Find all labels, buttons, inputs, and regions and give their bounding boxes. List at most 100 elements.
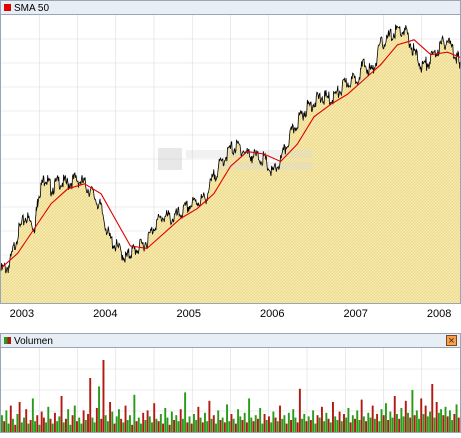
volume-bar [146,410,149,432]
volume-bar [102,360,105,432]
volume-bar [287,412,290,432]
volume-bar [157,421,160,432]
volume-bar [153,403,156,432]
volume-bar [104,415,107,432]
volume-bar [124,405,127,432]
volume-bar [431,384,434,432]
volume-bar [373,418,376,432]
x-tick-label: 2006 [260,308,284,320]
close-button-box[interactable] [446,335,457,346]
volume-bar [398,418,401,432]
volume-bar [254,415,257,432]
volume-bar [223,422,226,432]
volume-bar [210,418,213,432]
volume-bar [144,420,147,432]
volume-bar [151,422,153,432]
volume-bar [60,396,63,432]
volume-bar [259,408,262,432]
volume-bar [131,424,134,432]
volume-bar [137,417,140,432]
volume-bar [305,421,308,432]
volume-bar [117,409,120,432]
volume-bar [67,409,70,432]
price-line [0,24,461,274]
volume-bar [69,424,72,432]
volume-bar [263,414,266,432]
volume-bar [7,423,10,432]
volume-bar [296,422,299,432]
volume-bar [208,400,211,432]
volume-bar [389,411,392,432]
volume-bar [20,422,23,432]
volume-bar [71,415,74,432]
volume-bar [212,415,215,432]
volume-bar [382,415,385,432]
volume-bar [226,404,228,432]
volume-bar [243,412,246,432]
volume-bar [219,420,222,432]
volume-bar [261,423,264,432]
volume-bar [349,422,352,432]
close-button[interactable]: × [446,335,457,347]
volume-bar [217,410,220,432]
volume-bar [274,417,277,432]
volume-bar [237,409,240,432]
volume-bar [318,417,321,432]
volume-bar [168,424,171,432]
volume-bar [332,402,334,432]
volume-bar [376,414,379,432]
volume-bar [334,416,337,432]
volume-bar [345,417,348,432]
close-icon[interactable]: × [448,335,454,347]
volume-bar [56,421,59,432]
volume-legend-swatch-down [7,337,11,344]
volume-bar [325,412,328,432]
volume-bar [327,418,330,432]
volume-bar [113,423,116,432]
volume-bar [248,398,251,432]
volume-bar [404,400,407,432]
volume-legend-label: Volumen [14,336,53,347]
volume-bar [343,414,345,432]
sma-legend-swatch [4,4,11,11]
volume-bar [53,412,56,432]
volume-bar [142,412,145,432]
volume-bar [36,415,39,432]
x-tick-label: 2005 [177,308,201,320]
volume-bar [188,416,191,432]
volume-bar [446,416,449,432]
volume-bar [448,410,451,432]
volume-bar [34,421,37,432]
volume-bar [320,406,323,432]
x-tick-label: 2008 [427,308,451,320]
volume-bar [98,386,101,432]
volume-bar [14,424,17,432]
volume-bar [415,410,418,432]
volume-bar [27,423,30,432]
volume-bar [309,420,312,432]
volume-bar [9,405,12,432]
volume-bar [391,417,394,432]
volume-bar [433,417,436,432]
volume-bar [190,423,193,432]
volume-bar [3,421,6,432]
volume-bar [400,408,403,432]
volume-bar [340,421,343,432]
volume-bar [1,415,3,432]
volume-bar [365,421,368,432]
sma-legend-label: SMA 50 [14,3,49,14]
volume-bar [424,405,427,432]
volume-bar [347,408,350,432]
volume-bar [51,423,54,432]
volume-bar [323,421,326,432]
volume-bar [292,409,295,432]
volume-bar [270,422,273,432]
volume-bar [82,410,85,432]
volume-bar [265,420,268,432]
volume-bar [245,422,248,432]
volume-bar [16,414,19,432]
volume-bar [440,409,443,432]
volume-bar [199,417,202,432]
volume-bar [49,418,52,432]
